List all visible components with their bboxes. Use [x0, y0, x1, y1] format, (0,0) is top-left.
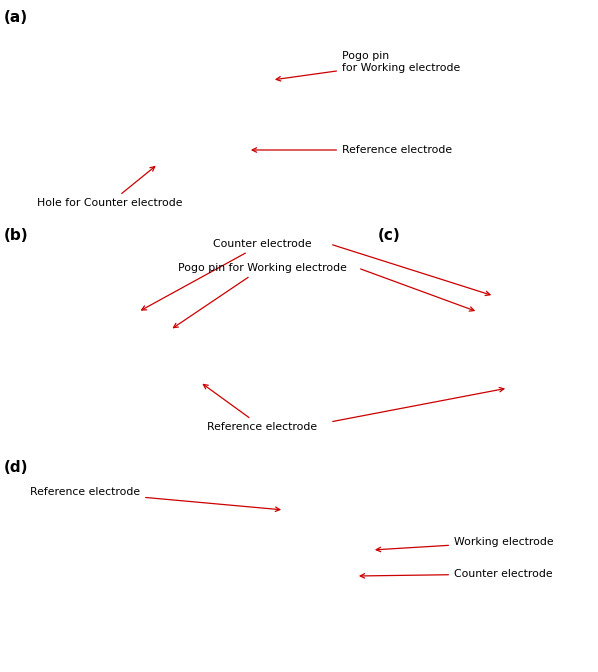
Text: Counter electrode: Counter electrode	[360, 569, 553, 579]
Text: Pogo pin
for Working electrode: Pogo pin for Working electrode	[276, 51, 460, 81]
Text: Hole for Counter electrode: Hole for Counter electrode	[37, 167, 183, 208]
Text: (c): (c)	[378, 228, 401, 243]
Text: (b): (b)	[4, 228, 29, 243]
Text: Reference electrode: Reference electrode	[30, 487, 280, 511]
Text: (a): (a)	[4, 10, 28, 25]
Text: Counter electrode: Counter electrode	[142, 239, 312, 310]
Text: (d): (d)	[4, 460, 29, 475]
Text: Reference electrode: Reference electrode	[252, 145, 452, 155]
Text: Reference electrode: Reference electrode	[203, 384, 317, 432]
Text: Working electrode: Working electrode	[376, 537, 554, 552]
Text: Pogo pin for Working electrode: Pogo pin for Working electrode	[173, 263, 346, 328]
